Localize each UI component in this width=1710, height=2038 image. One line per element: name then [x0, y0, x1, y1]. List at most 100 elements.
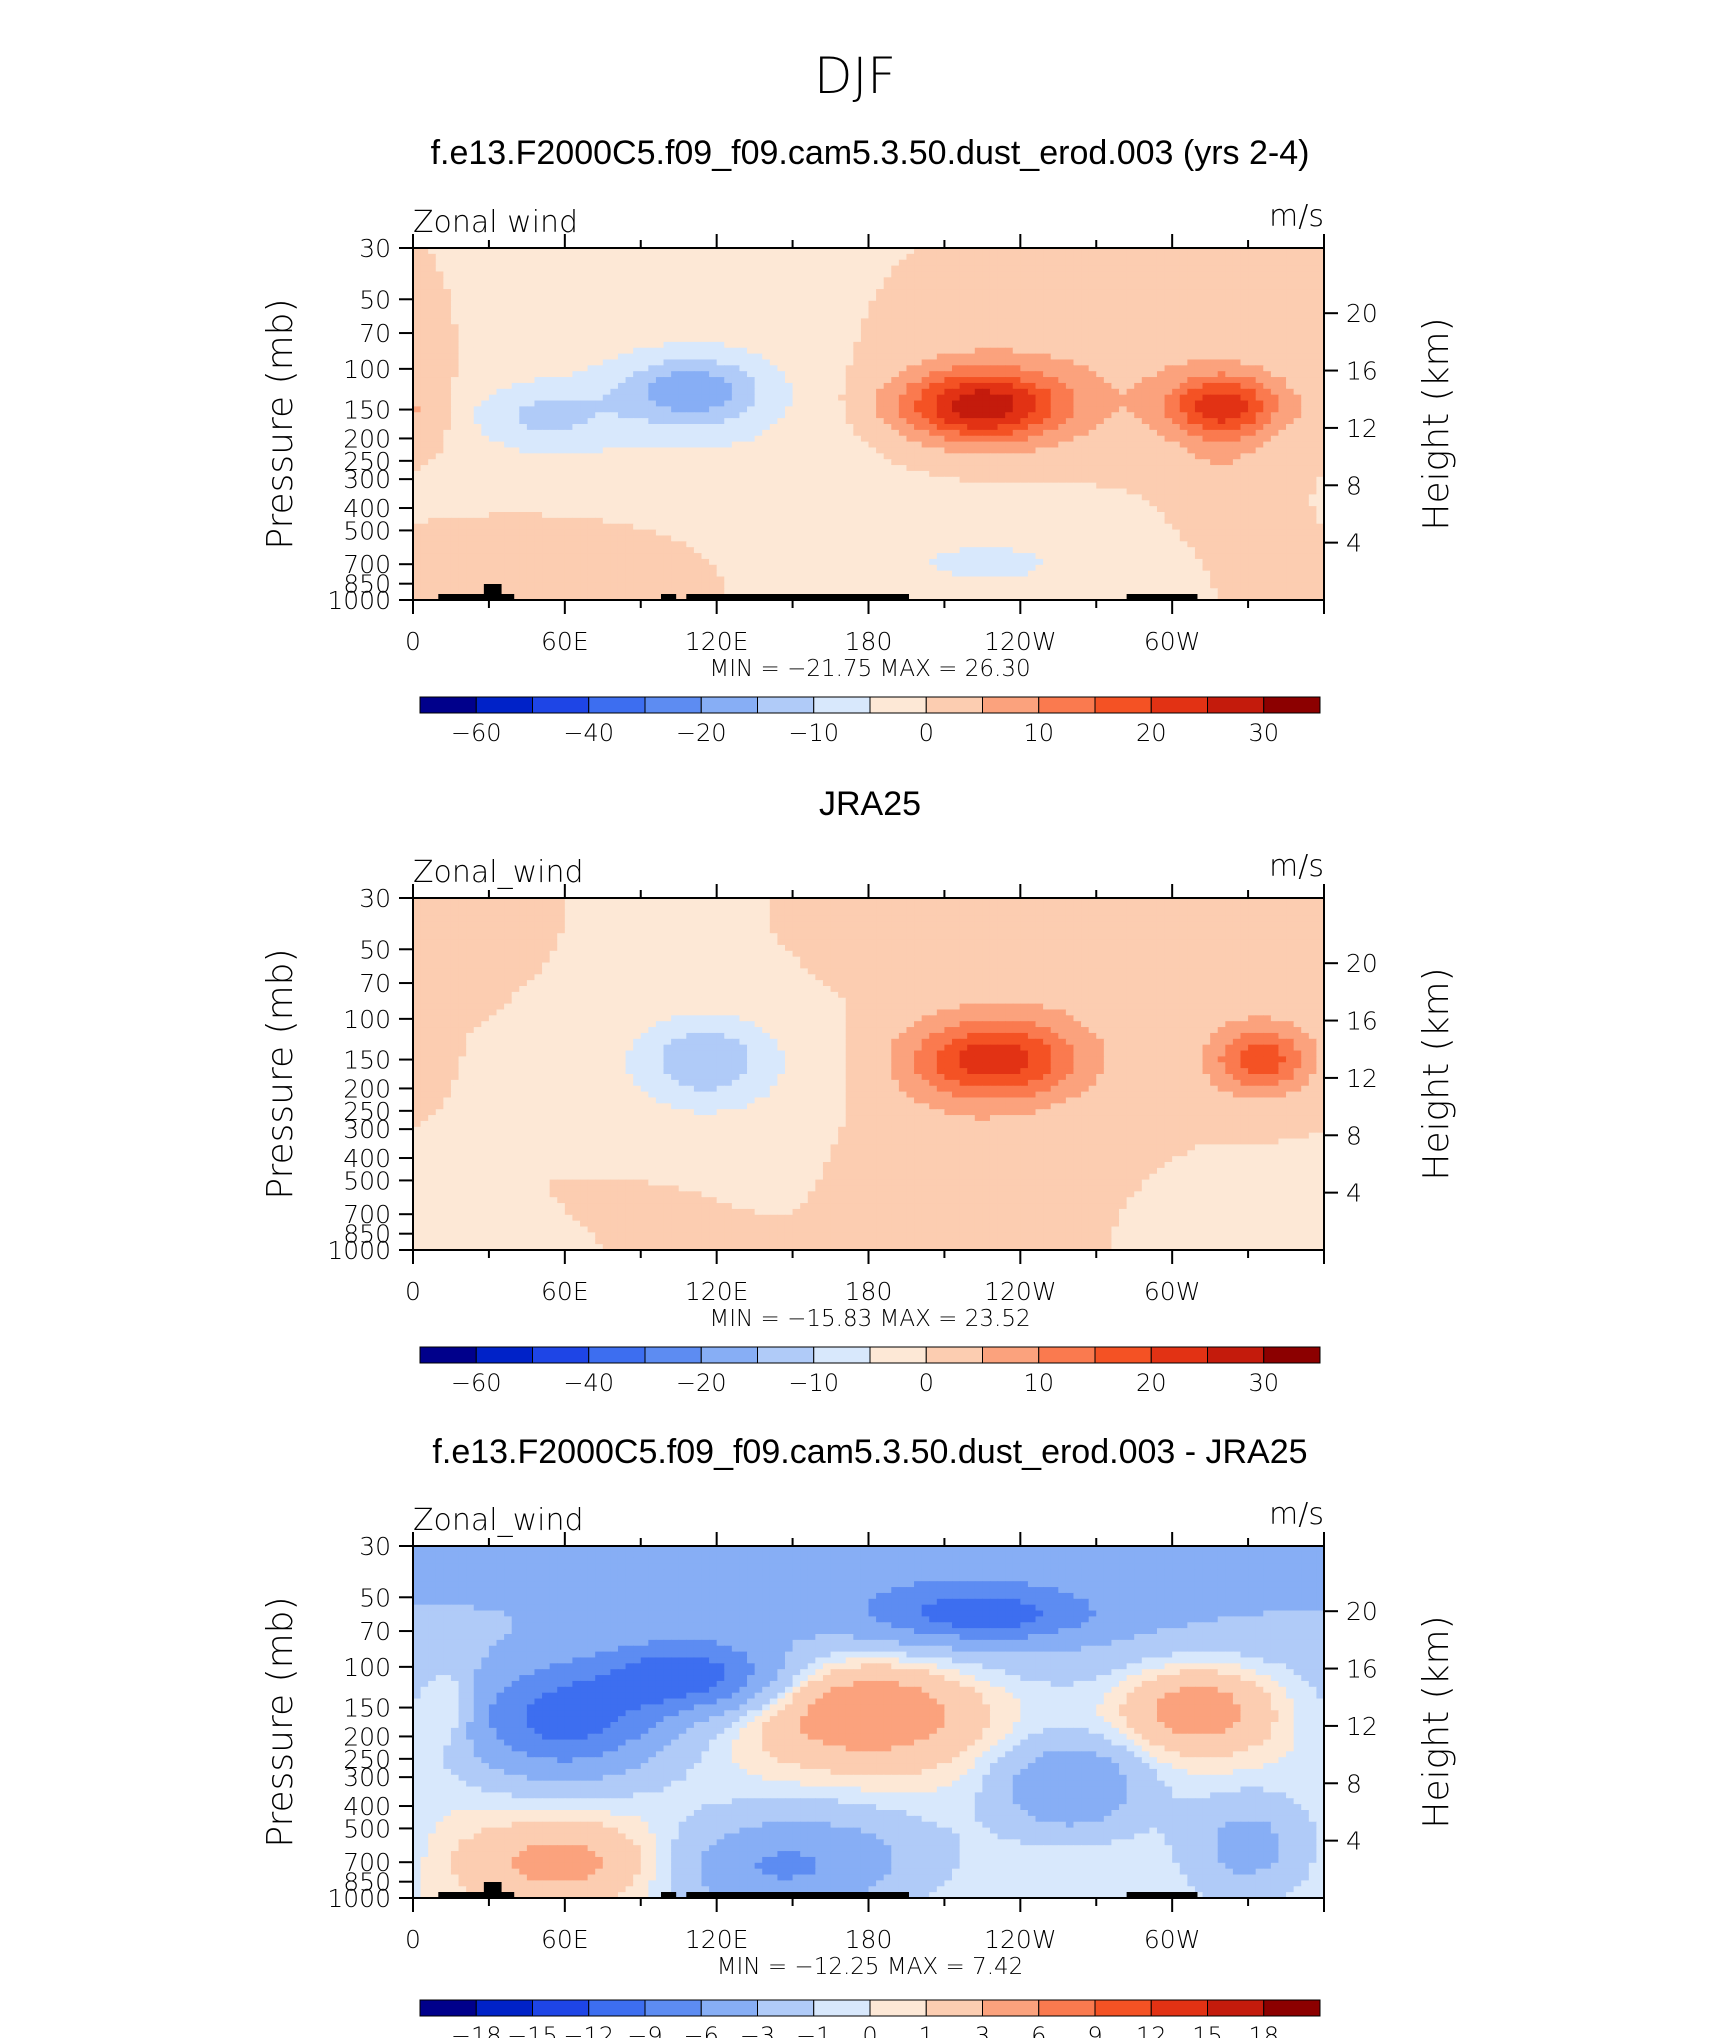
contour-cell — [587, 277, 596, 284]
contour-cell — [944, 259, 953, 267]
contour-cell — [959, 388, 968, 396]
contour-cell — [944, 482, 953, 490]
contour-cell — [1043, 412, 1052, 419]
contour-cell — [769, 294, 778, 302]
contour-cell — [413, 347, 422, 355]
contour-cell — [1058, 289, 1067, 296]
contour-cell — [929, 289, 938, 296]
contour-cell — [610, 447, 619, 454]
contour-cell — [686, 341, 695, 349]
contour-cell — [519, 318, 528, 325]
contour-cell — [716, 265, 725, 273]
contour-cell — [906, 294, 915, 302]
contour-cell — [777, 324, 786, 331]
contour-cell — [792, 400, 801, 407]
contour-cell — [1179, 300, 1188, 308]
contour-cell — [1248, 453, 1257, 460]
contour-cell — [1308, 388, 1318, 396]
contour-cell — [1156, 453, 1166, 460]
contour-cell — [466, 388, 475, 396]
contour-cell — [1293, 377, 1302, 384]
contour-cell — [1134, 429, 1143, 437]
contour-cell — [906, 447, 915, 454]
contour-cell — [822, 418, 832, 425]
contour-cell — [914, 465, 923, 472]
contour-cell — [936, 336, 946, 343]
contour-cell — [952, 306, 961, 314]
contour-cell — [1316, 382, 1325, 390]
contour-cell — [625, 324, 634, 331]
contour-cell — [557, 382, 566, 390]
contour-cell — [488, 341, 498, 349]
contour-cell — [1270, 465, 1280, 472]
contour-cell — [572, 271, 581, 278]
contour-cell — [1270, 312, 1280, 319]
contour-cell — [1217, 459, 1226, 466]
contour-cell — [769, 289, 778, 296]
contour-cell — [481, 377, 490, 384]
contour-cell — [739, 289, 748, 296]
contour-cell — [868, 406, 877, 413]
contour-cell — [807, 300, 816, 308]
contour-cell — [1308, 400, 1318, 407]
contour-cell — [1172, 336, 1181, 343]
contour-cell — [769, 459, 778, 466]
contour-cell — [1187, 353, 1196, 361]
contour-cell — [587, 482, 596, 490]
contour-cell — [1232, 341, 1242, 349]
contour-cell — [1263, 312, 1272, 319]
contour-cell — [1043, 259, 1052, 267]
contour-cell — [1134, 377, 1143, 384]
contour-cell — [1187, 453, 1196, 460]
contour-cell — [914, 476, 923, 484]
contour-cell — [534, 294, 543, 302]
contour-cell — [883, 277, 892, 284]
contour-cell — [450, 265, 460, 273]
contour-cell — [534, 300, 543, 308]
contour-cell — [549, 265, 558, 273]
contour-cell — [997, 365, 1006, 372]
contour-cell — [504, 412, 513, 419]
contour-cell — [1012, 336, 1021, 343]
contour-cell — [929, 365, 938, 372]
contour-cell — [1217, 412, 1226, 419]
contour-cell — [1202, 271, 1211, 278]
contour-cell — [1263, 294, 1272, 302]
contour-cell — [1194, 406, 1204, 413]
contour-cell — [1111, 465, 1120, 472]
contour-cell — [617, 482, 627, 490]
contour-cell — [800, 441, 809, 449]
contour-cell — [466, 265, 475, 273]
contour-cell — [1164, 248, 1173, 255]
contour-cell — [580, 283, 589, 290]
contour-cell — [587, 265, 596, 273]
contour-cell — [1081, 283, 1090, 290]
contour-cell — [549, 341, 558, 349]
contour-cell — [1156, 330, 1166, 337]
contour-cell — [1012, 418, 1021, 425]
contour-cell — [822, 347, 832, 355]
contour-cell — [807, 488, 816, 495]
contour-cell — [830, 283, 839, 290]
contour-cell — [982, 453, 991, 460]
contour-cell — [739, 336, 748, 343]
contour-cell — [967, 435, 976, 443]
contour-cell — [564, 382, 574, 390]
contour-cell — [587, 341, 596, 349]
contour-cell — [989, 318, 999, 325]
contour-cell — [1149, 253, 1158, 261]
contour-cell — [1172, 300, 1181, 308]
contour-cell — [1217, 318, 1226, 325]
contour-cell — [587, 330, 596, 337]
contour-cell — [815, 277, 824, 284]
contour-cell — [1035, 353, 1044, 361]
contour-cell — [693, 424, 703, 431]
contour-cell — [898, 424, 908, 431]
contour-cell — [435, 482, 444, 490]
contour-cell — [443, 294, 452, 302]
contour-cell — [466, 318, 475, 325]
contour-cell — [898, 324, 908, 331]
contour-cell — [1278, 441, 1287, 449]
contour-cell — [1255, 482, 1264, 490]
contour-cell — [678, 371, 687, 378]
